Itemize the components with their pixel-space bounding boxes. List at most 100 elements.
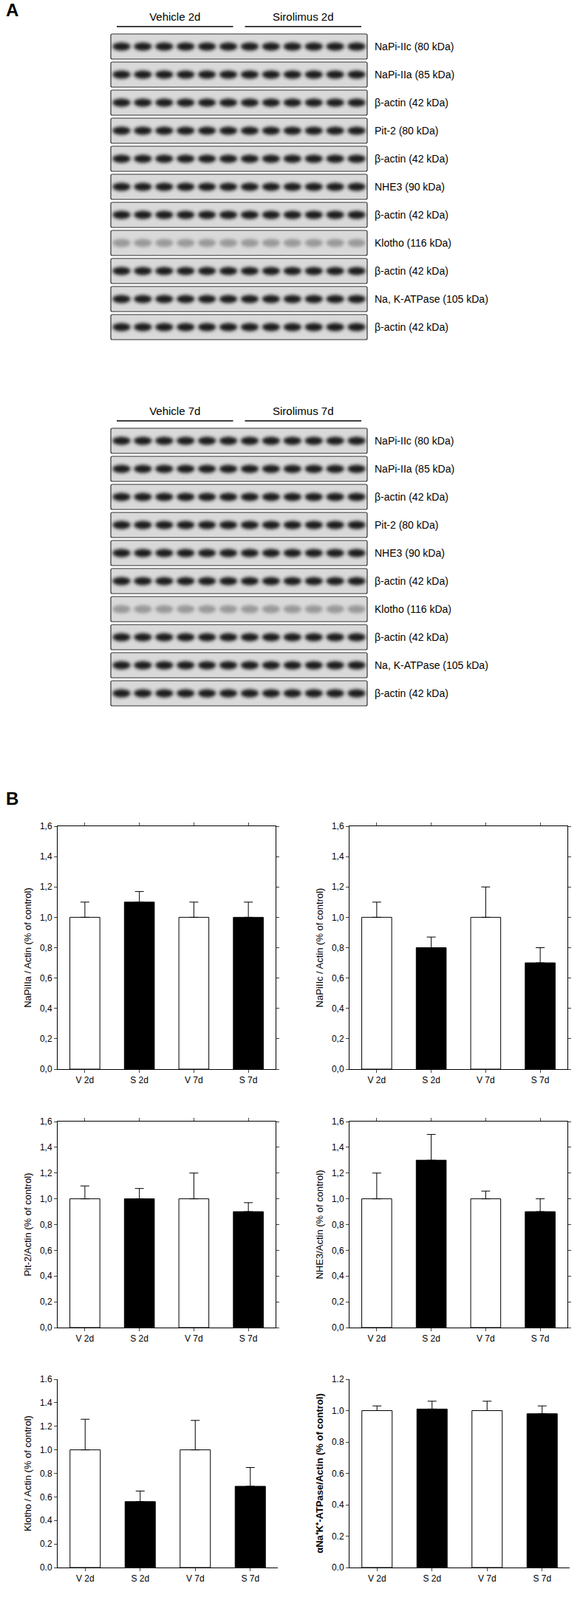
svg-text:0,8: 0,8 <box>39 1220 53 1231</box>
svg-text:Na, K-ATPase (105 kDa): Na, K-ATPase (105 kDa) <box>374 293 489 306</box>
svg-text:0,2: 0,2 <box>39 1034 53 1045</box>
svg-text:β-actin (42 kDa): β-actin (42 kDa) <box>374 209 449 221</box>
svg-text:0.4: 0.4 <box>39 1516 53 1527</box>
svg-text:NHE3 (90 kDa): NHE3 (90 kDa) <box>374 181 445 193</box>
svg-text:V 7d: V 7d <box>476 1334 496 1345</box>
svg-text:αNa⁺K⁺-ATPase/Actin (% of cont: αNa⁺K⁺-ATPase/Actin (% of control) <box>314 1394 326 1555</box>
svg-text:NaPi-IIa (85 kDa): NaPi-IIa (85 kDa) <box>374 68 455 81</box>
svg-text:1,4: 1,4 <box>331 851 345 863</box>
svg-text:1,6: 1,6 <box>39 1117 53 1128</box>
svg-text:V 7d: V 7d <box>184 1075 204 1087</box>
svg-text:1.0: 1.0 <box>331 1406 345 1418</box>
svg-text:β-actin (42 kDa): β-actin (42 kDa) <box>374 491 449 504</box>
svg-text:NaPiIIa / Actin (% of control): NaPiIIa / Actin (% of control) <box>22 888 34 1009</box>
svg-text:1,2: 1,2 <box>331 1168 345 1180</box>
svg-text:1.4: 1.4 <box>39 1398 53 1409</box>
svg-text:Klotho (116 kDa): Klotho (116 kDa) <box>374 603 452 616</box>
svg-text:Klotho / Actin (% of control): Klotho / Actin (% of control) <box>22 1416 34 1533</box>
svg-text:0,4: 0,4 <box>39 1004 53 1015</box>
svg-text:β-actin (42 kDa): β-actin (42 kDa) <box>374 96 449 109</box>
svg-text:0.8: 0.8 <box>331 1437 345 1449</box>
svg-text:0,8: 0,8 <box>331 1220 345 1231</box>
svg-text:V 7d: V 7d <box>476 1075 496 1087</box>
svg-text:0,0: 0,0 <box>39 1064 53 1076</box>
svg-text:S 7d: S 7d <box>240 1574 260 1585</box>
svg-text:0,4: 0,4 <box>39 1271 53 1282</box>
svg-text:S 2d: S 2d <box>422 1574 442 1585</box>
svg-text:1.0: 1.0 <box>39 1445 53 1457</box>
svg-text:Sirolimus 7d: Sirolimus 7d <box>272 404 334 418</box>
svg-text:0.2: 0.2 <box>331 1532 345 1543</box>
svg-text:0.6: 0.6 <box>331 1469 345 1480</box>
svg-text:Vehicle 7d: Vehicle 7d <box>149 404 201 418</box>
svg-text:Klotho (116 kDa): Klotho (116 kDa) <box>374 237 452 249</box>
svg-text:Pit-2/Actin (% of control): Pit-2/Actin (% of control) <box>22 1173 34 1277</box>
svg-text:Vehicle 2d: Vehicle 2d <box>149 10 201 23</box>
svg-text:NaPi-IIc (80 kDa): NaPi-IIc (80 kDa) <box>374 40 454 53</box>
svg-text:0,4: 0,4 <box>331 1271 345 1282</box>
svg-text:NaPiIIc / Actin (% of control): NaPiIIc / Actin (% of control) <box>314 888 326 1009</box>
svg-text:V 2d: V 2d <box>367 1075 387 1087</box>
svg-text:S 2d: S 2d <box>130 1075 149 1087</box>
svg-text:0.0: 0.0 <box>331 1563 345 1574</box>
svg-text:S 2d: S 2d <box>421 1075 441 1087</box>
svg-text:0.0: 0.0 <box>39 1563 53 1574</box>
svg-text:NHE3/Actin (% of control): NHE3/Actin (% of control) <box>314 1170 326 1280</box>
svg-text:V 7d: V 7d <box>478 1574 497 1585</box>
svg-text:β-actin (42 kDa): β-actin (42 kDa) <box>374 265 449 278</box>
svg-text:0.4: 0.4 <box>331 1500 345 1511</box>
svg-text:β-actin (42 kDa): β-actin (42 kDa) <box>374 687 449 700</box>
svg-text:1,4: 1,4 <box>39 851 53 863</box>
svg-text:S 2d: S 2d <box>421 1334 441 1345</box>
svg-text:NaPi-IIa (85 kDa): NaPi-IIa (85 kDa) <box>374 463 455 476</box>
svg-text:β-actin (42 kDa): β-actin (42 kDa) <box>374 321 449 334</box>
svg-text:1,6: 1,6 <box>331 821 345 832</box>
svg-text:1.2: 1.2 <box>39 1422 53 1433</box>
svg-text:0,0: 0,0 <box>39 1323 53 1334</box>
svg-text:V 2d: V 2d <box>367 1334 387 1345</box>
svg-text:0.2: 0.2 <box>39 1539 53 1551</box>
svg-text:1,2: 1,2 <box>39 882 53 893</box>
svg-text:0,2: 0,2 <box>39 1297 53 1308</box>
svg-text:0,0: 0,0 <box>331 1323 345 1334</box>
svg-text:V 2d: V 2d <box>76 1574 95 1585</box>
svg-text:0,4: 0,4 <box>331 1004 345 1015</box>
svg-text:0,8: 0,8 <box>331 943 345 954</box>
svg-text:1.6: 1.6 <box>39 1375 53 1386</box>
svg-text:Sirolimus 2d: Sirolimus 2d <box>272 10 334 23</box>
svg-text:0,6: 0,6 <box>39 1246 53 1257</box>
svg-text:1,4: 1,4 <box>331 1143 345 1154</box>
svg-text:0,6: 0,6 <box>331 973 345 985</box>
svg-text:1,0: 1,0 <box>39 1194 53 1206</box>
svg-text:NaPi-IIc (80 kDa): NaPi-IIc (80 kDa) <box>374 435 454 448</box>
svg-text:0,2: 0,2 <box>331 1034 345 1045</box>
svg-text:1,2: 1,2 <box>331 882 345 893</box>
svg-text:Pit-2 (80 kDa): Pit-2 (80 kDa) <box>374 124 439 137</box>
svg-text:0,2: 0,2 <box>331 1297 345 1308</box>
svg-text:S 7d: S 7d <box>531 1334 550 1345</box>
svg-text:NHE3 (90 kDa): NHE3 (90 kDa) <box>374 547 445 560</box>
svg-text:β-actin (42 kDa): β-actin (42 kDa) <box>374 631 449 644</box>
svg-text:V 2d: V 2d <box>76 1075 95 1087</box>
svg-text:S 7d: S 7d <box>239 1334 258 1345</box>
svg-text:0,6: 0,6 <box>331 1246 345 1257</box>
svg-text:S 7d: S 7d <box>239 1075 258 1087</box>
svg-text:0,0: 0,0 <box>331 1064 345 1076</box>
svg-text:S 2d: S 2d <box>130 1334 149 1345</box>
svg-text:V 2d: V 2d <box>76 1334 95 1345</box>
svg-text:1,2: 1,2 <box>39 1168 53 1180</box>
svg-text:1,6: 1,6 <box>39 821 53 832</box>
svg-text:β-actin (42 kDa): β-actin (42 kDa) <box>374 575 449 588</box>
svg-text:0.8: 0.8 <box>39 1469 53 1480</box>
svg-text:1.2: 1.2 <box>331 1375 345 1386</box>
svg-text:Na, K-ATPase (105 kDa): Na, K-ATPase (105 kDa) <box>374 659 489 672</box>
svg-text:0.6: 0.6 <box>39 1493 53 1504</box>
svg-text:1,0: 1,0 <box>39 913 53 924</box>
svg-text:V 7d: V 7d <box>186 1574 205 1585</box>
svg-text:0,6: 0,6 <box>39 973 53 985</box>
svg-text:Pit-2 (80 kDa): Pit-2 (80 kDa) <box>374 519 439 532</box>
svg-text:β-actin (42 kDa): β-actin (42 kDa) <box>374 152 449 165</box>
svg-text:1,0: 1,0 <box>331 1194 345 1206</box>
svg-text:1,0: 1,0 <box>331 913 345 924</box>
svg-text:S 7d: S 7d <box>531 1075 550 1087</box>
